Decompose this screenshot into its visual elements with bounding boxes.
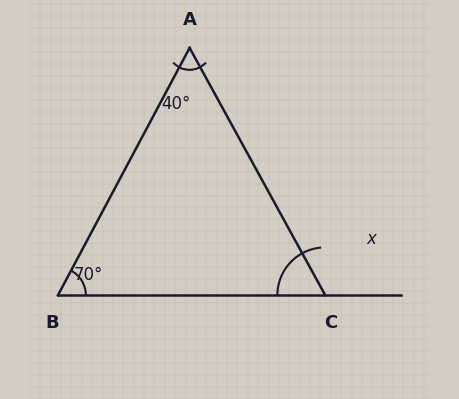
Text: 70°: 70° [73, 266, 102, 284]
Text: A: A [183, 11, 196, 29]
Text: x: x [366, 230, 376, 249]
Text: B: B [45, 314, 59, 332]
Text: 40°: 40° [161, 95, 190, 113]
Text: C: C [325, 314, 338, 332]
